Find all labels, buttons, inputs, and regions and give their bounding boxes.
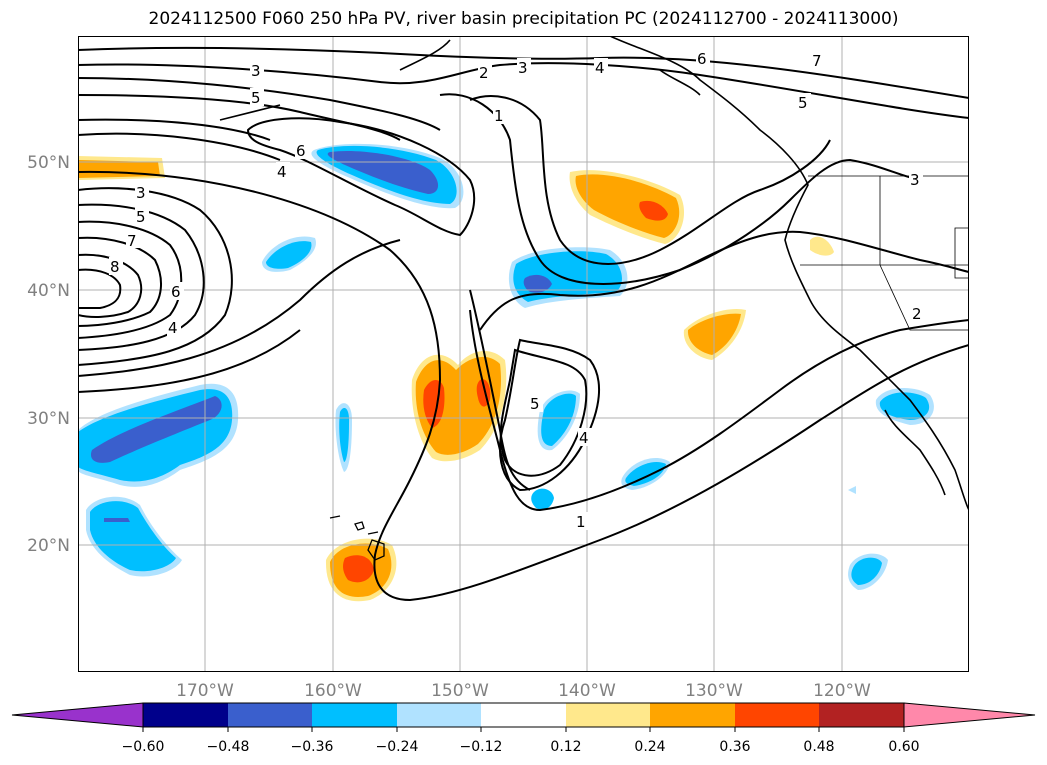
- contour-label: 8: [110, 258, 120, 276]
- latitude-labels: 50°N 40°N 30°N 20°N: [27, 153, 70, 556]
- contour-label: 4: [595, 59, 605, 77]
- precip-patch-negative: [541, 393, 576, 446]
- chart-title: 2024112500 F060 250 hPa PV, river basin …: [148, 9, 899, 29]
- colorbar-tick-label: 0.24: [634, 739, 665, 755]
- colorbar-tick-label: −0.60: [122, 739, 165, 755]
- lat-label: 30°N: [27, 409, 70, 429]
- contour-label: 3: [518, 59, 528, 77]
- contour-label: 5: [251, 89, 261, 107]
- colorbar-tick-label: 0.48: [803, 739, 834, 755]
- colorbar-segment: [735, 703, 819, 727]
- colorbar-segment: [650, 703, 735, 727]
- pv-contours: [78, 46, 969, 602]
- colorbar-tick-label: −0.48: [207, 739, 250, 755]
- colorbar-segment: [819, 703, 904, 727]
- precip-patch-negative: [879, 392, 930, 420]
- contour-label: 4: [579, 429, 589, 447]
- plot-area: [78, 36, 969, 672]
- hawaii-islands: [329, 515, 385, 561]
- contour-label: 5: [530, 395, 540, 413]
- colorbar-segment: [397, 703, 481, 727]
- contour-label: 3: [910, 171, 920, 189]
- precip-patch-positive: [810, 236, 834, 256]
- colorbar-tick-label: 0.12: [550, 739, 581, 755]
- contour-label: 3: [136, 184, 146, 202]
- precip-shading: [78, 143, 934, 602]
- precip-patch-negative: [523, 274, 552, 293]
- precip-patch-positive: [78, 160, 160, 178]
- colorbar-segment: [143, 703, 228, 727]
- lon-label: 150°W: [431, 681, 489, 701]
- contour-label: 5: [136, 208, 146, 226]
- lat-label: 40°N: [27, 281, 70, 301]
- gridlines: [78, 36, 969, 672]
- precip-patch-negative: [625, 461, 666, 486]
- colorbar-tick-label: −0.36: [291, 739, 334, 755]
- contour-label: 4: [168, 319, 178, 337]
- precip-patch-negative: [90, 396, 222, 463]
- colorbar-extend-low: [11, 702, 144, 728]
- lat-label: 50°N: [27, 153, 70, 173]
- precip-patch-negative: [266, 241, 312, 269]
- precip-patch-negative: [848, 486, 856, 494]
- contour-label: 7: [127, 232, 137, 250]
- colorbar: −0.60 −0.48 −0.36 −0.24 −0.12 0.12 0.24 …: [11, 702, 1036, 755]
- precip-patch-positive: [639, 200, 668, 221]
- contour-label: 1: [494, 107, 504, 125]
- lon-label: 130°W: [685, 681, 743, 701]
- colorbar-segment: [566, 703, 650, 727]
- colorbar-extend-high: [903, 702, 1036, 728]
- colorbar-tick-label: −0.24: [376, 739, 419, 755]
- contour-label: 1: [576, 513, 586, 531]
- contour-label: 5: [798, 94, 808, 112]
- contour-label: 7: [812, 52, 822, 70]
- contour-label: 6: [697, 50, 707, 68]
- colorbar-segment: [481, 703, 566, 727]
- contour-label: 2: [479, 64, 489, 82]
- colorbar-segment: [228, 703, 312, 727]
- precip-patch-negative: [104, 518, 130, 522]
- precip-patch-negative: [851, 557, 882, 585]
- longitude-labels: 170°W 160°W 150°W 140°W 130°W 120°W: [176, 681, 871, 701]
- precip-patch-positive: [575, 174, 680, 238]
- colorbar-tick-label: 0.60: [888, 739, 919, 755]
- colorbar-segment: [312, 703, 397, 727]
- colorbar-tick-label: −0.12: [460, 739, 503, 755]
- contour-labels: 3 5 6 4 3 5 7 8 6 4 2 3 4 1: [109, 49, 925, 531]
- precip-patch-negative: [531, 488, 554, 510]
- lat-label: 20°N: [27, 536, 70, 556]
- lon-label: 140°W: [558, 681, 616, 701]
- contour-label: 4: [277, 163, 287, 181]
- contour-label: 6: [171, 283, 181, 301]
- contour-label: 3: [251, 62, 261, 80]
- plot-frame: [78, 36, 969, 672]
- lon-label: 170°W: [176, 681, 234, 701]
- colorbar-tick-label: 0.36: [719, 739, 750, 755]
- lon-label: 120°W: [813, 681, 871, 701]
- precip-patch-negative: [339, 408, 350, 462]
- precip-patch-positive: [343, 555, 374, 583]
- contour-label: 2: [912, 305, 922, 323]
- lon-label: 160°W: [304, 681, 362, 701]
- contour-label: 6: [296, 142, 306, 160]
